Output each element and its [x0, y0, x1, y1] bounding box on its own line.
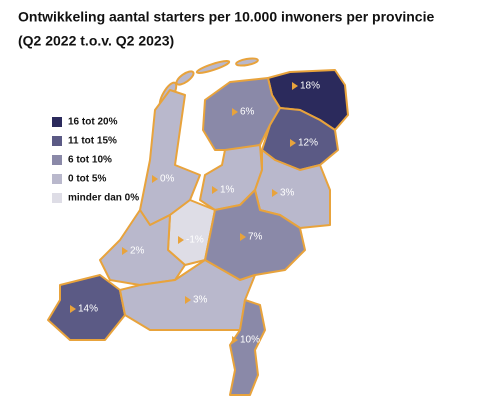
- legend-label: 16 tot 20%: [68, 117, 118, 128]
- region-label: 0%: [160, 174, 175, 185]
- legend-label: 11 tot 15%: [68, 136, 117, 147]
- region: [47, 274, 126, 341]
- region-label: 14%: [78, 304, 98, 315]
- label-marker: [122, 247, 128, 255]
- title: Ontwikkeling aantal starters per 10.000 …: [18, 9, 434, 25]
- legend-swatch: [52, 117, 62, 127]
- label-marker: [232, 336, 238, 344]
- region-label: 1%: [220, 185, 235, 196]
- label-marker: [232, 108, 238, 116]
- label-marker: [212, 186, 218, 194]
- region-label: 18%: [300, 81, 320, 92]
- region-label: 3%: [280, 188, 295, 199]
- legend-swatch: [52, 155, 62, 165]
- legend-swatch: [52, 193, 62, 203]
- region-label: 12%: [298, 138, 318, 149]
- label-marker: [178, 236, 184, 244]
- legend-label: 6 tot 10%: [68, 155, 112, 166]
- title: (Q2 2022 t.o.v. Q2 2023): [18, 33, 174, 49]
- region-label: -1%: [186, 235, 204, 246]
- region-label: 7%: [248, 232, 263, 243]
- label-marker: [240, 233, 246, 241]
- region: [254, 149, 331, 229]
- legend-swatch: [52, 174, 62, 184]
- region-label: 2%: [130, 246, 145, 257]
- label-marker: [290, 139, 296, 147]
- region-label: 10%: [240, 335, 260, 346]
- label-marker: [272, 189, 278, 197]
- label-marker: [152, 175, 158, 183]
- label-marker: [70, 305, 76, 313]
- legend-swatch: [52, 136, 62, 146]
- region: [119, 259, 256, 331]
- legend-label: 0 tot 5%: [68, 174, 106, 185]
- label-marker: [185, 296, 191, 304]
- legend-label: minder dan 0%: [68, 193, 139, 204]
- region-label: 3%: [193, 295, 208, 306]
- region: [139, 89, 201, 226]
- region-label: 6%: [240, 107, 255, 118]
- label-marker: [292, 82, 298, 90]
